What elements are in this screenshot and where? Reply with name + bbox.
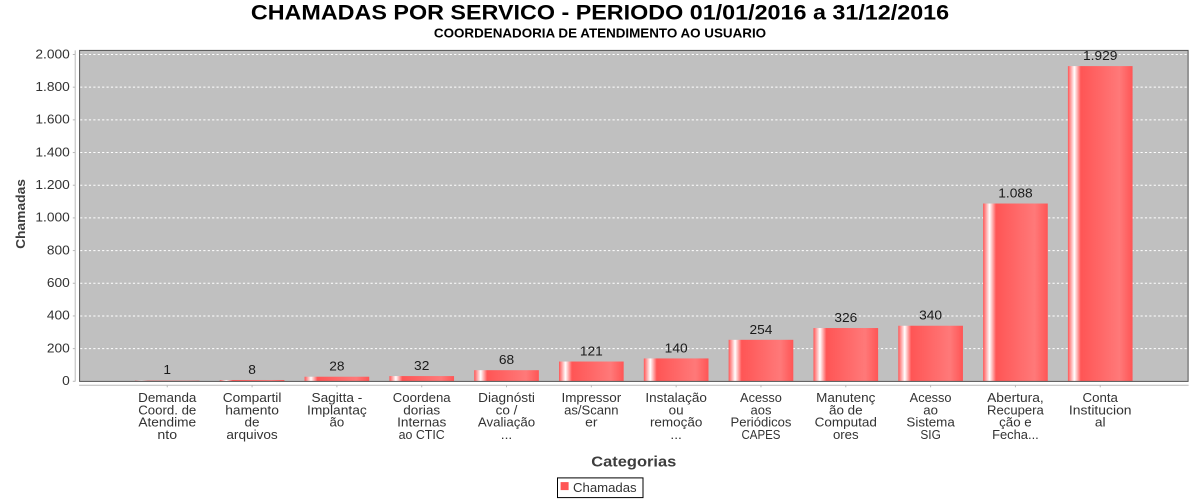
svg-text:Internas: Internas xyxy=(397,416,446,430)
svg-text:Manutenç: Manutenç xyxy=(816,391,876,405)
svg-text:Computad: Computad xyxy=(815,416,877,430)
svg-text:Chamadas: Chamadas xyxy=(14,179,28,249)
svg-text:ou: ou xyxy=(669,403,684,417)
svg-text:Abertura,: Abertura, xyxy=(987,391,1044,405)
svg-text:Recupera: Recupera xyxy=(987,403,1045,417)
svg-text:8: 8 xyxy=(248,363,256,377)
svg-text:32: 32 xyxy=(414,359,429,373)
svg-text:arquivos: arquivos xyxy=(226,428,277,442)
svg-text:1.800: 1.800 xyxy=(35,80,69,94)
svg-text:326: 326 xyxy=(834,311,857,325)
svg-text:254: 254 xyxy=(750,323,773,337)
svg-text:ores: ores xyxy=(833,428,859,442)
svg-text:1.600: 1.600 xyxy=(35,113,69,127)
svg-text:Coord. de: Coord. de xyxy=(138,403,196,417)
svg-text:121: 121 xyxy=(580,345,603,359)
svg-text:Fecha...: Fecha... xyxy=(992,428,1039,442)
svg-text:1.400: 1.400 xyxy=(35,145,69,159)
svg-text:Periódicos: Periódicos xyxy=(731,416,792,430)
svg-text:1.088: 1.088 xyxy=(998,187,1032,201)
svg-text:dorias: dorias xyxy=(403,403,440,417)
svg-text:800: 800 xyxy=(47,243,70,257)
svg-text:Coordena: Coordena xyxy=(393,391,452,405)
svg-text:1.200: 1.200 xyxy=(35,178,69,192)
svg-text:Demanda: Demanda xyxy=(138,391,197,405)
svg-text:200: 200 xyxy=(47,341,70,355)
svg-text:Avaliação: Avaliação xyxy=(478,416,535,430)
svg-text:er: er xyxy=(585,416,598,430)
svg-text:ao CTIC: ao CTIC xyxy=(399,428,445,442)
svg-text:28: 28 xyxy=(329,360,344,374)
svg-text:CAPES: CAPES xyxy=(741,428,780,442)
svg-text:Sagitta -: Sagitta - xyxy=(311,391,362,405)
svg-text:ão de: ão de xyxy=(829,403,863,417)
svg-text:ao: ao xyxy=(923,403,938,417)
svg-text:68: 68 xyxy=(499,353,514,367)
svg-text:0: 0 xyxy=(62,374,70,388)
svg-text:hamento: hamento xyxy=(225,403,279,417)
svg-text:Categorias: Categorias xyxy=(591,454,676,470)
svg-text:Atendime: Atendime xyxy=(138,416,196,430)
svg-text:SIG: SIG xyxy=(920,428,940,442)
svg-text:1.000: 1.000 xyxy=(35,211,69,225)
svg-text:...: ... xyxy=(670,428,681,442)
svg-text:nto: nto xyxy=(157,428,177,442)
svg-text:Institucion: Institucion xyxy=(1069,403,1132,417)
svg-text:aos: aos xyxy=(751,403,772,417)
svg-text:600: 600 xyxy=(47,276,70,290)
svg-text:co /: co / xyxy=(496,403,518,417)
svg-text:400: 400 xyxy=(47,309,70,323)
svg-text:al: al xyxy=(1095,416,1106,430)
svg-text:2.000: 2.000 xyxy=(35,47,69,61)
svg-text:Instalação: Instalação xyxy=(645,391,706,405)
svg-text:1.929: 1.929 xyxy=(1083,49,1117,63)
svg-text:Sistema: Sistema xyxy=(906,416,955,430)
svg-text:as/Scann: as/Scann xyxy=(564,403,618,417)
svg-text:Acesso: Acesso xyxy=(740,391,782,405)
svg-text:Compartil: Compartil xyxy=(223,391,282,405)
svg-text:Implantaç: Implantaç xyxy=(307,403,368,417)
svg-text:ão: ão xyxy=(330,416,345,430)
svg-text:Acesso: Acesso xyxy=(910,391,952,405)
svg-text:Impressor: Impressor xyxy=(561,391,622,405)
svg-text:Diagnósti: Diagnósti xyxy=(478,391,535,405)
svg-text:Chamadas: Chamadas xyxy=(573,481,637,495)
svg-text:remoção: remoção xyxy=(650,416,702,430)
svg-text:de: de xyxy=(245,416,260,430)
svg-text:340: 340 xyxy=(919,309,942,323)
svg-text:COORDENADORIA DE ATENDIMENTO A: COORDENADORIA DE ATENDIMENTO AO USUARIO xyxy=(434,27,766,41)
svg-text:1: 1 xyxy=(163,363,171,377)
svg-text:Conta: Conta xyxy=(1083,391,1119,405)
svg-text:...: ... xyxy=(501,428,512,442)
svg-text:ção e: ção e xyxy=(999,416,1032,430)
svg-text:140: 140 xyxy=(665,341,688,355)
svg-text:CHAMADAS POR SERVICO - PERIODO: CHAMADAS POR SERVICO - PERIODO 01/01/201… xyxy=(251,2,949,25)
